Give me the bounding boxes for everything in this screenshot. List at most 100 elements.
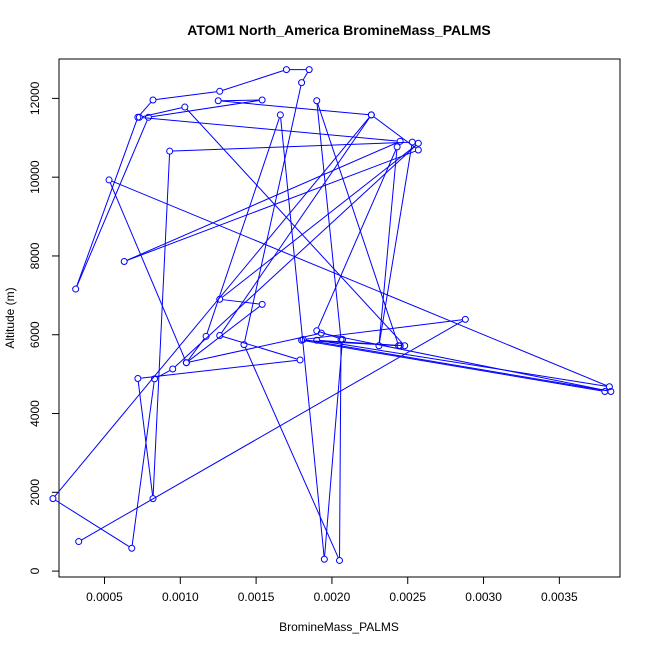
- x-axis: 0.0005 0.0010 0.0015 0.0020 0.0025 0.0030 0.00…: [86, 576, 578, 604]
- line-segment: [302, 72, 308, 81]
- data-point: [393, 143, 401, 151]
- chart-title: ATOM1 North_America BromineMass_PALMS: [187, 22, 490, 38]
- line-segment: [127, 150, 416, 261]
- data-point: [216, 295, 224, 303]
- line-segment: [76, 120, 138, 287]
- y-tick-label: 10000: [28, 160, 42, 194]
- data-point: [313, 336, 321, 344]
- data-point: [313, 327, 321, 335]
- data-point: [149, 495, 157, 503]
- line-segment: [151, 99, 259, 118]
- line-segment: [221, 117, 370, 334]
- data-point: [605, 383, 613, 391]
- series-line: [54, 69, 608, 558]
- data-point: [49, 495, 57, 503]
- line-segment: [109, 182, 186, 360]
- data-point: [367, 111, 375, 119]
- line-segment: [316, 103, 342, 337]
- data-point: [151, 375, 159, 383]
- line-segment: [324, 342, 343, 557]
- line-segment: [373, 116, 416, 149]
- line-segment: [317, 149, 397, 328]
- data-point: [375, 342, 383, 350]
- line-segment: [54, 117, 370, 497]
- line-segment: [127, 142, 398, 261]
- data-point: [214, 97, 222, 105]
- data-point: [149, 96, 157, 104]
- x-axis-label: BromineMass_PALMS: [279, 620, 399, 634]
- data-point: [601, 387, 609, 395]
- data-point: [396, 342, 404, 350]
- line-segment: [317, 103, 399, 343]
- line-segment: [111, 180, 607, 386]
- line-segment: [187, 338, 205, 361]
- line-segment: [221, 100, 369, 116]
- data-point: [202, 332, 210, 340]
- line-segment: [172, 141, 409, 152]
- y-tick-label: 12000: [28, 81, 42, 115]
- x-tick-label: 0.0025: [389, 590, 426, 604]
- data-point: [75, 538, 83, 546]
- data-point: [105, 176, 113, 184]
- data-point: [216, 87, 224, 95]
- line-segment: [55, 499, 130, 547]
- x-tick-label: 0.0010: [162, 590, 199, 604]
- line-segment: [306, 339, 608, 392]
- x-tick-label: 0.0020: [314, 590, 351, 604]
- data-point: [120, 257, 128, 265]
- data-point: [166, 147, 174, 155]
- series-points: [49, 66, 615, 564]
- line-segment: [81, 320, 463, 541]
- data-point: [336, 556, 343, 564]
- data-point: [134, 374, 142, 382]
- y-tick-label: 8000: [28, 242, 42, 269]
- data-point: [396, 137, 404, 145]
- line-segment: [304, 340, 602, 392]
- data-point: [296, 356, 304, 364]
- data-point: [181, 103, 189, 111]
- y-tick-label: 4000: [28, 400, 42, 427]
- data-point: [337, 335, 345, 343]
- line-segment: [244, 347, 339, 558]
- data-point: [182, 359, 190, 367]
- x-tick-label: 0.0005: [86, 590, 123, 604]
- y-tick-label: 0: [28, 567, 42, 574]
- line-segment: [156, 91, 217, 101]
- data-point: [298, 336, 306, 344]
- line-segment: [188, 306, 260, 362]
- x-tick-label: 0.0035: [541, 590, 578, 604]
- y-axis: 0 2000 4000 6000 8000 10000 12000: [28, 81, 60, 574]
- line-segment: [222, 336, 298, 360]
- line-segment: [378, 150, 398, 343]
- line-segment: [222, 70, 284, 91]
- y-tick-label: 6000: [28, 321, 42, 348]
- line-segment: [206, 117, 280, 334]
- line-segment: [141, 359, 297, 379]
- line-segment: [221, 99, 259, 102]
- data-point: [408, 138, 416, 146]
- line-segment: [319, 331, 340, 339]
- data-point: [461, 315, 469, 323]
- data-point: [320, 555, 328, 563]
- data-point: [134, 113, 142, 121]
- line-segment: [186, 109, 403, 344]
- line-segment: [244, 85, 302, 342]
- data-point: [305, 66, 313, 74]
- data-point: [258, 300, 266, 308]
- line-segment: [152, 154, 171, 496]
- x-tick-label: 0.0015: [238, 590, 275, 604]
- line-segment: [137, 381, 154, 496]
- data-point: [240, 341, 248, 349]
- data-point: [414, 146, 422, 154]
- data-point: [313, 97, 321, 105]
- line-segment: [378, 145, 413, 343]
- line-segment: [189, 333, 319, 363]
- line-segment: [319, 340, 607, 387]
- y-tick-label: 2000: [28, 479, 42, 506]
- data-point: [169, 365, 177, 373]
- x-tick-label: 0.0030: [465, 590, 502, 604]
- line-segment: [174, 145, 417, 368]
- line-segment: [222, 144, 417, 298]
